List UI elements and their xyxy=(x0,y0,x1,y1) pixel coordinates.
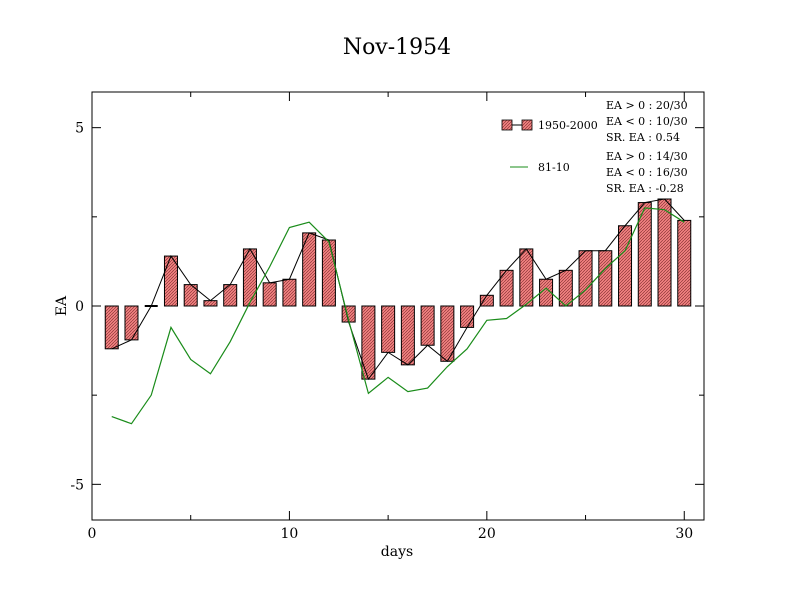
legend-label-81-10: 81-10 xyxy=(538,161,570,174)
bar xyxy=(124,305,139,341)
legend-swatch-right xyxy=(521,119,533,131)
bar xyxy=(460,305,475,328)
y-axis-label: EA xyxy=(54,295,70,316)
chart-title: Nov-1954 xyxy=(343,35,451,60)
legend: 1950-2000 EA > 0 : 20/30 EA < 0 : 10/30 … xyxy=(501,99,688,195)
y-tick-label: -5 xyxy=(70,477,84,493)
legend-stat-1-3: SR. EA : 0.54 xyxy=(606,131,680,144)
x-tick-label: 20 xyxy=(478,526,496,542)
y-tick-label: 0 xyxy=(75,299,84,315)
x-tick-label: 10 xyxy=(281,526,299,542)
line-series xyxy=(111,198,685,425)
legend-stat-1-1: EA > 0 : 20/30 xyxy=(606,99,688,112)
axis-ticks: 0 10 20 30 5 0 -5 xyxy=(70,92,704,542)
bar xyxy=(400,305,415,366)
legend-label-1950-2000: 1950-2000 xyxy=(538,119,598,132)
bar xyxy=(361,305,376,380)
bar xyxy=(163,255,178,307)
legend-stat-2-1: EA > 0 : 14/30 xyxy=(606,150,688,163)
bar xyxy=(321,239,336,307)
bar xyxy=(479,294,494,307)
bar xyxy=(420,305,435,346)
y-tick-label: 5 xyxy=(75,121,84,137)
bar xyxy=(618,225,633,307)
bar xyxy=(104,305,119,350)
legend-stat-2-2: EA < 0 : 16/30 xyxy=(606,166,688,179)
bar xyxy=(519,248,534,307)
legend-stat-2-3: SR. EA : -0.28 xyxy=(606,182,684,195)
bar xyxy=(282,278,297,307)
legend-stat-1-2: EA < 0 : 10/30 xyxy=(606,115,688,128)
bar xyxy=(598,250,613,307)
bar xyxy=(381,305,396,353)
bar xyxy=(578,250,593,307)
bar-series-line xyxy=(111,198,685,381)
bar xyxy=(558,269,573,307)
series-line-81-10 xyxy=(111,207,685,425)
x-tick-label: 0 xyxy=(88,526,97,542)
x-axis-label: days xyxy=(381,544,413,560)
bar xyxy=(677,219,692,307)
bar xyxy=(203,300,218,307)
x-tick-label: 30 xyxy=(675,526,693,542)
legend-swatch-left xyxy=(501,119,513,131)
bar-series xyxy=(104,198,692,380)
bar xyxy=(657,198,672,307)
bar xyxy=(262,282,277,307)
